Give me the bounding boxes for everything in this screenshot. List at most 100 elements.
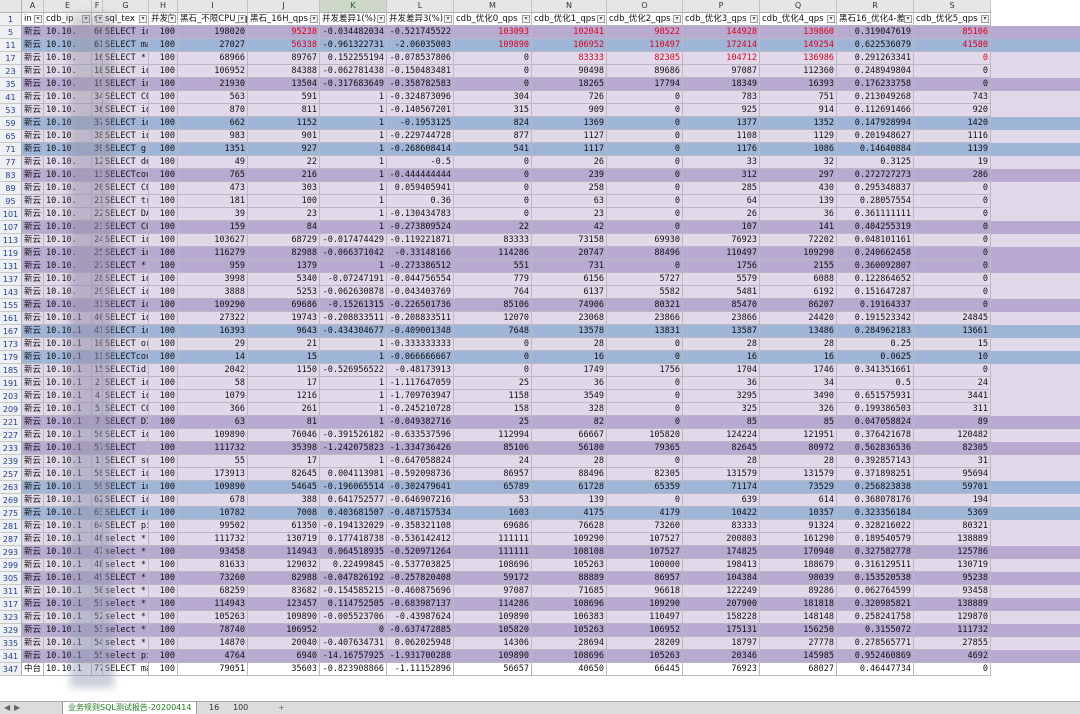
table-cell[interactable]: 783 bbox=[683, 91, 760, 104]
table-cell[interactable]: 100 bbox=[149, 52, 178, 65]
table-cell[interactable]: 36 bbox=[532, 377, 607, 390]
table-cell[interactable]: 新云 bbox=[22, 39, 44, 52]
table-cell[interactable]: 0.3155072 bbox=[837, 624, 914, 637]
table-cell[interactable]: 33 bbox=[683, 156, 760, 169]
table-cell[interactable]: 新云 bbox=[22, 481, 44, 494]
table-cell[interactable]: -0.005523706 bbox=[320, 611, 387, 624]
table-cell[interactable]: 28694 bbox=[532, 637, 607, 650]
table-cell[interactable]: 100 bbox=[149, 286, 178, 299]
table-cell[interactable]: 188679 bbox=[760, 559, 837, 572]
table-cell[interactable]: 0 bbox=[454, 208, 532, 221]
table-cell[interactable]: 0.19164337 bbox=[837, 299, 914, 312]
table-cell[interactable]: 0.22499845 bbox=[320, 559, 387, 572]
table-cell[interactable]: 614 bbox=[760, 494, 837, 507]
table-cell[interactable]: -0.049382716 bbox=[387, 416, 454, 429]
table-cell[interactable]: 83682 bbox=[248, 585, 320, 598]
row-number[interactable]: 107 bbox=[0, 221, 22, 234]
column-title[interactable]: cdb_优化2_qps ▾ bbox=[607, 13, 683, 26]
table-cell[interactable]: 0 bbox=[607, 104, 683, 117]
table-cell[interactable]: 0 bbox=[914, 247, 991, 260]
table-cell[interactable]: 328 bbox=[532, 403, 607, 416]
row-number[interactable]: 239 bbox=[0, 455, 22, 468]
table-cell[interactable]: 新云 bbox=[22, 169, 44, 182]
table-cell[interactable]: 85 bbox=[683, 416, 760, 429]
row-number[interactable]: 101 bbox=[0, 208, 22, 221]
table-cell[interactable]: 89686 bbox=[607, 65, 683, 78]
column-header-P[interactable]: P bbox=[683, 0, 760, 13]
table-cell[interactable]: 20040 bbox=[248, 637, 320, 650]
table-cell[interactable]: 93458 bbox=[914, 585, 991, 598]
table-cell[interactable]: 3441 bbox=[914, 390, 991, 403]
table-cell[interactable]: 100 bbox=[149, 78, 178, 91]
table-cell[interactable]: -0.33148166 bbox=[387, 247, 454, 260]
table-cell[interactable]: 新云 bbox=[22, 65, 44, 78]
table-cell[interactable]: 36 bbox=[683, 377, 760, 390]
table-cell[interactable]: -0.119221871 bbox=[387, 234, 454, 247]
table-cell[interactable]: 21930 bbox=[178, 78, 248, 91]
table-cell[interactable]: 0 bbox=[914, 65, 991, 78]
table-cell[interactable]: 104384 bbox=[683, 572, 760, 585]
table-cell[interactable]: 111732 bbox=[178, 442, 248, 455]
table-cell[interactable]: 6192 bbox=[760, 286, 837, 299]
table-cell[interactable]: 17794 bbox=[607, 78, 683, 91]
table-cell[interactable]: 18349 bbox=[683, 78, 760, 91]
table-cell[interactable]: 27778 bbox=[760, 637, 837, 650]
table-cell[interactable]: 6088 bbox=[760, 273, 837, 286]
table-cell[interactable]: 0.371898251 bbox=[837, 468, 914, 481]
table-cell[interactable]: -0.526956522 bbox=[320, 364, 387, 377]
table-cell[interactable]: 1 bbox=[320, 377, 387, 390]
table-cell[interactable]: -0.044756554 bbox=[387, 273, 454, 286]
row-number[interactable]: 203 bbox=[0, 390, 22, 403]
row-number[interactable]: 71 bbox=[0, 143, 22, 156]
table-cell[interactable]: 82988 bbox=[248, 572, 320, 585]
table-cell[interactable]: 100 bbox=[149, 585, 178, 598]
table-cell[interactable]: 106952 bbox=[178, 65, 248, 78]
table-cell[interactable]: 82988 bbox=[248, 247, 320, 260]
table-cell[interactable]: SELECTcou bbox=[103, 169, 149, 182]
table-cell[interactable]: 新云 bbox=[22, 429, 44, 442]
table-cell[interactable]: 130719 bbox=[248, 533, 320, 546]
table-cell[interactable]: 144928 bbox=[683, 26, 760, 39]
table-cell[interactable]: 68027 bbox=[760, 663, 837, 676]
table-cell[interactable]: 26 bbox=[683, 208, 760, 221]
row-number[interactable]: 191 bbox=[0, 377, 22, 390]
table-cell[interactable]: 121951 bbox=[760, 429, 837, 442]
table-cell[interactable]: 0 bbox=[607, 455, 683, 468]
table-cell[interactable]: 765 bbox=[178, 169, 248, 182]
table-cell[interactable]: 764 bbox=[454, 286, 532, 299]
table-cell[interactable]: 89286 bbox=[760, 585, 837, 598]
column-header-S[interactable]: S bbox=[914, 0, 991, 13]
table-cell[interactable]: 100 bbox=[149, 650, 178, 663]
table-cell[interactable]: 100 bbox=[149, 559, 178, 572]
table-cell[interactable]: 120482 bbox=[914, 429, 991, 442]
table-cell[interactable]: 68729 bbox=[248, 234, 320, 247]
table-cell[interactable]: 0.46447734 bbox=[837, 663, 914, 676]
table-cell[interactable]: 新云 bbox=[22, 312, 44, 325]
row-number[interactable]: 83 bbox=[0, 169, 22, 182]
table-cell[interactable]: 85106 bbox=[914, 26, 991, 39]
table-cell[interactable]: 1 bbox=[320, 156, 387, 169]
table-cell[interactable]: 10782 bbox=[178, 507, 248, 520]
table-cell[interactable]: 100 bbox=[149, 624, 178, 637]
table-cell[interactable]: 0 bbox=[914, 273, 991, 286]
table-cell[interactable]: 0 bbox=[454, 351, 532, 364]
table-cell[interactable]: 0 bbox=[607, 260, 683, 273]
table-cell[interactable]: 1 bbox=[320, 169, 387, 182]
table-cell[interactable]: 新云 bbox=[22, 91, 44, 104]
table-cell[interactable]: 5369 bbox=[914, 507, 991, 520]
table-cell[interactable]: 129870 bbox=[914, 611, 991, 624]
table-cell[interactable]: 6940 bbox=[248, 650, 320, 663]
table-cell[interactable]: select * bbox=[103, 624, 149, 637]
table-cell[interactable]: 1116 bbox=[914, 130, 991, 143]
table-cell[interactable]: 216 bbox=[248, 169, 320, 182]
table-cell[interactable]: 1127 bbox=[532, 130, 607, 143]
table-cell[interactable]: SELECT ma bbox=[103, 39, 149, 52]
table-cell[interactable]: 66445 bbox=[607, 663, 683, 676]
table-cell[interactable]: 100 bbox=[149, 221, 178, 234]
table-cell[interactable]: -0.15261315 bbox=[320, 299, 387, 312]
filter-dropdown-icon[interactable]: ▾ bbox=[597, 15, 605, 23]
table-cell[interactable]: 100 bbox=[149, 312, 178, 325]
table-cell[interactable]: 0.360092807 bbox=[837, 260, 914, 273]
table-cell[interactable]: 新云 bbox=[22, 143, 44, 156]
table-cell[interactable]: 36 bbox=[760, 208, 837, 221]
